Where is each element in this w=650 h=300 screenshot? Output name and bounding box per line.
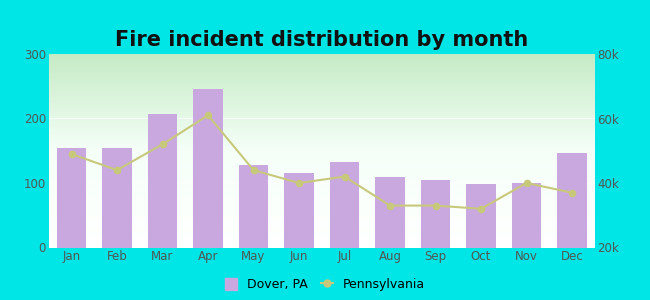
Bar [557,153,587,247]
Bar [466,184,496,247]
Bar [102,148,132,248]
Bar [421,180,450,248]
Title: Fire incident distribution by month: Fire incident distribution by month [115,30,528,50]
Bar [239,165,268,247]
Bar [57,148,86,248]
Bar [330,162,359,248]
Bar [193,89,223,247]
Bar [284,173,314,247]
Legend: Dover, PA, Pennsylvania: Dover, PA, Pennsylvania [222,276,428,294]
Bar [512,183,541,248]
Bar [148,114,177,247]
Bar [375,176,405,247]
